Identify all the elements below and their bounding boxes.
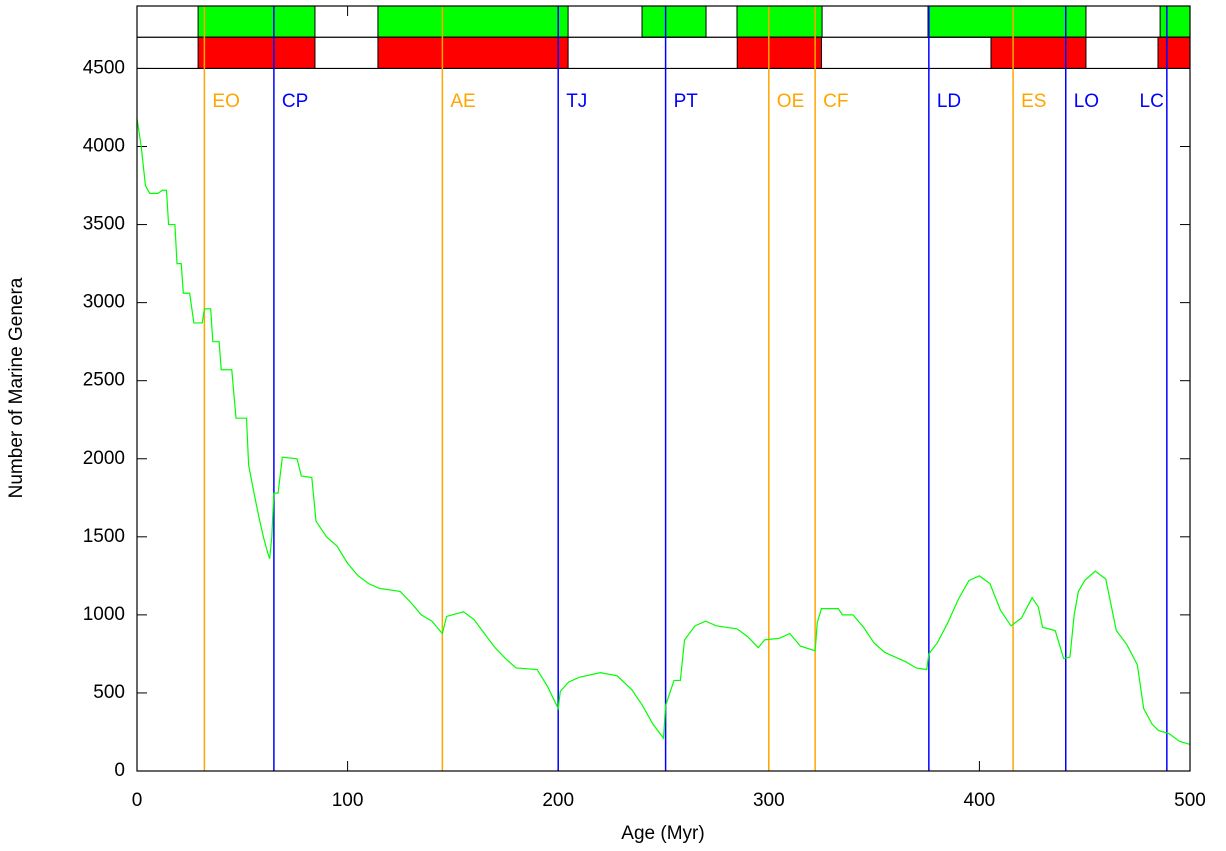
top-band <box>641 5 707 38</box>
x-tick-label: 200 <box>542 790 574 811</box>
top-band <box>377 5 569 38</box>
event-label: EO <box>212 91 239 112</box>
x-tick-label: 300 <box>753 790 785 811</box>
event-label: LD <box>937 91 961 112</box>
y-tick-label: 3000 <box>83 292 125 313</box>
y-tick-label: 1500 <box>83 526 125 547</box>
top-band <box>1159 5 1191 38</box>
y-tick-label: 2000 <box>83 448 125 469</box>
top-band <box>377 36 569 69</box>
data-line <box>136 118 1191 746</box>
event-label: CF <box>823 91 848 112</box>
y-tick-label: 1000 <box>83 604 125 625</box>
event-label: TJ <box>566 91 587 112</box>
event-label: LO <box>1074 91 1099 112</box>
y-tick-label: 4500 <box>83 57 125 78</box>
y-tick-label: 4000 <box>83 136 125 157</box>
plot-frame <box>136 5 1191 772</box>
x-tick-label: 500 <box>1174 790 1206 811</box>
x-tick-label: 400 <box>964 790 996 811</box>
event-label: LC <box>1140 91 1164 112</box>
top-band <box>197 5 316 38</box>
x-tick-label: 100 <box>332 790 364 811</box>
event-label: ES <box>1021 91 1046 112</box>
y-tick-label: 2500 <box>83 370 125 391</box>
top-band <box>197 36 316 69</box>
y-tick-label: 0 <box>114 760 125 781</box>
top-band <box>736 5 823 38</box>
y-axis-label: Number of Marine Genera <box>6 277 27 498</box>
x-axis-label: Age (Myr) <box>621 823 704 844</box>
event-label: CP <box>282 91 308 112</box>
event-label: AE <box>450 91 475 112</box>
y-tick-label: 500 <box>93 682 125 703</box>
x-tick-label: 0 <box>132 790 143 811</box>
event-label: PT <box>674 91 699 112</box>
event-label: OE <box>777 91 804 112</box>
top-band <box>736 36 822 69</box>
top-band <box>1157 36 1191 69</box>
y-tick-label: 3500 <box>83 214 125 235</box>
top-band <box>927 5 1087 38</box>
top-band <box>990 36 1087 69</box>
